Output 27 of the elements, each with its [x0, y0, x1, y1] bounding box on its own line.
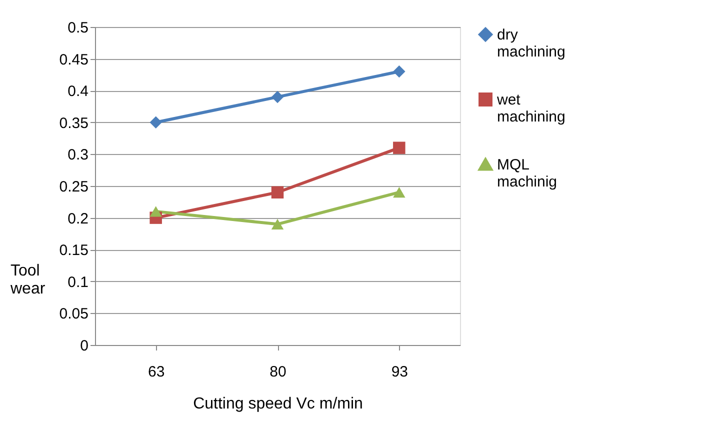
- legend-label: MQL machinig: [497, 156, 558, 190]
- y-tick-label: 0.1: [68, 274, 88, 291]
- point: [393, 142, 406, 154]
- point: [393, 187, 406, 198]
- y-axis-title: Tool wear: [10, 262, 46, 298]
- x-tick-label: 80: [270, 364, 286, 380]
- point: [271, 186, 284, 198]
- y-tick-label: 0.15: [59, 242, 88, 260]
- y-tick-label: 0.35: [59, 114, 88, 132]
- y-tick-label: 0: [80, 338, 88, 354]
- legend-label: wet machining: [496, 92, 566, 126]
- y-tick-label: 0.4: [68, 83, 88, 100]
- point: [150, 116, 162, 129]
- point: [271, 90, 284, 104]
- x-tick-label: 93: [391, 364, 408, 380]
- x-axis-title: Cutting speed Vc m/min: [193, 396, 363, 412]
- point: [393, 65, 406, 78]
- y-tick-label: 0.5: [68, 20, 88, 36]
- y-tick-label: 0.45: [59, 51, 88, 68]
- point: [271, 218, 284, 230]
- y-tick-label: 0.3: [68, 146, 88, 164]
- point: [150, 206, 162, 217]
- y-tick-label: 0.25: [59, 178, 88, 196]
- x-tick-label: 63: [148, 364, 165, 380]
- legend-label: dry machining: [497, 26, 566, 60]
- y-tick-label: 0.2: [68, 210, 88, 228]
- y-tick-label: 0.05: [59, 306, 88, 323]
